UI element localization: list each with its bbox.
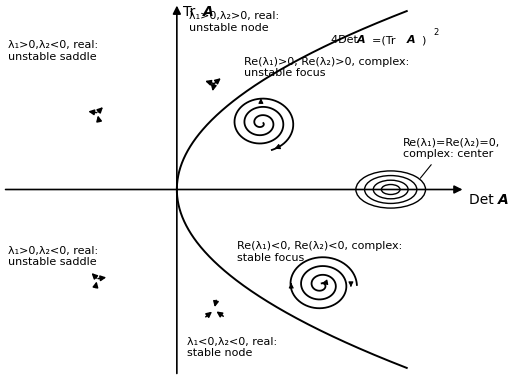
Text: A: A	[407, 35, 415, 45]
Text: A: A	[357, 35, 366, 45]
Text: λ₁>0,λ₂>0, real:
unstable node: λ₁>0,λ₂>0, real: unstable node	[189, 11, 280, 33]
Text: Re(λ₁)=Re(λ₂)=0,
complex: center: Re(λ₁)=Re(λ₂)=0, complex: center	[403, 137, 500, 159]
Text: Tr: Tr	[183, 5, 200, 19]
Text: A: A	[498, 193, 508, 207]
Text: Re(λ₁)>0, Re(λ₂)>0, complex:
unstable focus: Re(λ₁)>0, Re(λ₂)>0, complex: unstable fo…	[244, 57, 409, 78]
Text: λ₁<0,λ₂<0, real:
stable node: λ₁<0,λ₂<0, real: stable node	[187, 337, 277, 359]
Text: 2: 2	[433, 28, 438, 37]
Text: =(Tr: =(Tr	[372, 35, 399, 45]
Text: A: A	[203, 5, 214, 19]
Text: ): )	[421, 35, 426, 45]
Text: λ₁>0,λ₂<0, real:
unstable saddle: λ₁>0,λ₂<0, real: unstable saddle	[8, 40, 98, 62]
Text: Re(λ₁)<0, Re(λ₂)<0, complex:
stable focus: Re(λ₁)<0, Re(λ₂)<0, complex: stable focu…	[237, 241, 402, 263]
Text: λ₁>0,λ₂<0, real:
unstable saddle: λ₁>0,λ₂<0, real: unstable saddle	[8, 246, 98, 267]
Text: Det: Det	[470, 193, 498, 207]
Text: 4Det: 4Det	[331, 35, 361, 45]
